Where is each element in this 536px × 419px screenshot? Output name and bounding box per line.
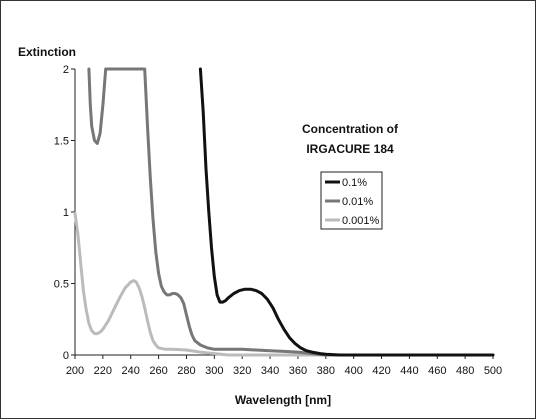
x-tick-label: 400	[344, 365, 362, 377]
x-tick-label: 260	[149, 365, 167, 377]
series-line-0-01	[87, 67, 495, 357]
axes	[74, 69, 493, 356]
x-tick-label: 280	[177, 365, 195, 377]
legend-label-1: 0.1%	[342, 177, 367, 189]
chart-title-line-2: IRGACURE 184	[306, 142, 394, 156]
y-ticks: 0 0.5 1 1.5 2	[54, 64, 75, 362]
y-tick-label: 1.5	[54, 136, 69, 148]
series-line-0-1	[198, 67, 495, 357]
series-line-0-001	[73, 211, 495, 357]
legend-label-3: 0.001%	[342, 215, 380, 227]
x-tick-label: 300	[205, 365, 223, 377]
x-tick-label: 380	[317, 365, 335, 377]
legend: 0.1% 0.01% 0.001%	[320, 171, 383, 230]
x-tick-label: 220	[94, 365, 112, 377]
y-axis-label: Extinction	[18, 45, 76, 59]
y-tick-label: 0	[63, 350, 69, 362]
series-layer	[73, 67, 495, 357]
chart-title-line-1: Concentration of	[302, 122, 399, 136]
x-tick-label: 200	[66, 365, 84, 377]
y-tick-label: 1	[63, 207, 69, 219]
x-axis-label: Wavelength [nm]	[235, 393, 331, 407]
x-tick-label: 500	[484, 365, 502, 377]
x-tick-label: 320	[233, 365, 251, 377]
x-tick-label: 440	[400, 365, 418, 377]
x-tick-label: 240	[122, 365, 140, 377]
y-tick-label: 2	[63, 64, 69, 76]
x-tick-label: 340	[261, 365, 279, 377]
x-tick-label: 420	[372, 365, 390, 377]
x-tick-label: 460	[428, 365, 446, 377]
legend-label-2: 0.01%	[342, 196, 373, 208]
x-tick-label: 360	[289, 365, 307, 377]
y-tick-label: 0.5	[54, 279, 69, 291]
x-tick-label: 480	[456, 365, 474, 377]
x-ticks: 200 220 240 260 280 300 320 340 360 380 400 420 440 4…	[66, 355, 502, 377]
